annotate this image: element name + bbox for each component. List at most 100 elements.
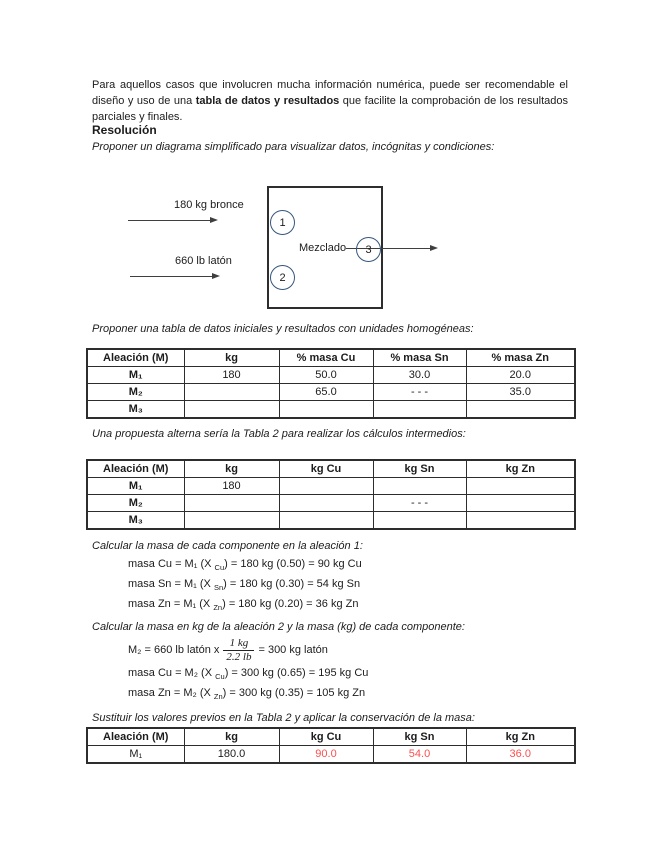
calc2-equations: masa Cu = M₂ (X Cu) = 300 kg (0.65) = 19… bbox=[128, 665, 368, 705]
table-cell: 65.0 bbox=[278, 383, 374, 401]
table-cell: M₂ bbox=[86, 494, 185, 512]
table-cell: 30.0 bbox=[372, 366, 467, 384]
equation-text: ) = 300 kg (0.65) = 195 kg Cu bbox=[224, 667, 369, 679]
input2-arrowhead-icon bbox=[212, 273, 220, 279]
table-cell-highlighted: 54.0 bbox=[372, 745, 467, 764]
equation-line: masa Cu = M₁ (X Cu) = 180 kg (0.50) = 90… bbox=[128, 556, 362, 576]
table-kg-intermediate: Aleación (M) kg kg Cu kg Sn kg Zn M₁ 180… bbox=[86, 459, 576, 530]
column-header: kg bbox=[183, 348, 280, 367]
table-cell bbox=[372, 511, 467, 530]
fraction-numerator: 1 kg bbox=[223, 637, 255, 651]
column-header: kg Zn bbox=[465, 727, 576, 746]
unit-fraction: 1 kg 2.2 lb bbox=[223, 637, 255, 664]
table-cell-highlighted: 90.0 bbox=[278, 745, 374, 764]
equation-line: masa Sn = M₁ (X Sn) = 180 kg (0.30) = 54… bbox=[128, 576, 362, 596]
equation-text: ) = 300 kg (0.35) = 105 kg Zn bbox=[222, 687, 366, 700]
table-cell bbox=[183, 494, 280, 512]
column-header: kg Cu bbox=[278, 459, 374, 478]
table-cell: 180.0 bbox=[183, 745, 280, 764]
table-cell bbox=[183, 511, 280, 530]
input2-arrow-line bbox=[130, 276, 213, 277]
table-cell bbox=[372, 477, 467, 495]
output-arrowhead-icon bbox=[430, 245, 438, 251]
equation-text: ) = 180 kg (0.20) = 36 kg Zn bbox=[222, 598, 359, 611]
table-cell: M₁ bbox=[86, 745, 185, 764]
equation-subscript: Cu bbox=[215, 672, 225, 682]
table-percent-mass: Aleación (M) kg % masa Cu % masa Sn % ma… bbox=[86, 348, 576, 419]
equation-line: masa Zn = M₁ (X Zn) = 180 kg (0.20) = 36… bbox=[128, 596, 362, 616]
equation-line: masa Zn = M₂ (X Zn) = 300 kg (0.35) = 10… bbox=[128, 685, 368, 705]
conversion-equation: M₂ = 660 lb latón x 1 kg 2.2 lb = 300 kg… bbox=[128, 634, 328, 666]
intro-text-2: que facilite la comprobación de los resu… bbox=[92, 95, 568, 123]
column-header: kg Sn bbox=[372, 727, 467, 746]
equation-text: masa Cu = M₂ (X bbox=[128, 667, 216, 679]
table-results: Aleación (M) kg kg Cu kg Sn kg Zn M₁ 180… bbox=[86, 727, 576, 764]
process-label: Mezclado bbox=[299, 242, 347, 254]
equation-text: masa Cu = M₁ (X bbox=[128, 558, 215, 570]
column-header: % masa Zn bbox=[465, 348, 576, 367]
table-cell: - - - bbox=[372, 494, 467, 512]
table-cell: M₃ bbox=[86, 400, 185, 419]
column-header: Aleación (M) bbox=[86, 727, 185, 746]
equation-subscript: Cu bbox=[214, 563, 225, 573]
table-cell: 35.0 bbox=[465, 383, 576, 401]
stream-node-3: 3 bbox=[356, 237, 381, 262]
table-cell: M₂ bbox=[86, 383, 185, 401]
input1-label: 180 kg bronce bbox=[174, 199, 244, 211]
equation-text: = 300 kg latón bbox=[258, 644, 328, 656]
column-header: % masa Cu bbox=[278, 348, 374, 367]
table-row: M₁ 180 50.0 30.0 20.0 bbox=[86, 366, 576, 384]
table-cell bbox=[278, 477, 374, 495]
table-cell: 50.0 bbox=[278, 366, 374, 384]
table-cell bbox=[465, 400, 576, 419]
calc1-equations: masa Cu = M₁ (X Cu) = 180 kg (0.50) = 90… bbox=[128, 556, 362, 617]
stream-node-1: 1 bbox=[270, 210, 295, 235]
intro-text-1: Para aquellos casos que involucren mucha… bbox=[92, 79, 568, 107]
column-header: Aleación (M) bbox=[86, 348, 185, 367]
table-cell bbox=[183, 400, 280, 419]
table-cell: 20.0 bbox=[465, 366, 576, 384]
table-row: M₂ - - - bbox=[86, 494, 576, 512]
equation-text: masa Zn = M₁ (X bbox=[128, 598, 214, 611]
column-header: kg Zn bbox=[465, 459, 576, 478]
table3-caption: Sustituir los valores previos en la Tabl… bbox=[92, 712, 475, 724]
equation-text: M₂ = 660 lb latón x bbox=[128, 644, 220, 656]
table-cell: M₁ bbox=[86, 366, 185, 384]
equation-line: masa Cu = M₂ (X Cu) = 300 kg (0.65) = 19… bbox=[128, 665, 368, 685]
table-header-row: Aleación (M) kg kg Cu kg Sn kg Zn bbox=[86, 459, 576, 478]
table-cell: M₁ bbox=[86, 477, 185, 495]
table-row: M₂ 65.0 - - - 35.0 bbox=[86, 383, 576, 401]
table-row: M₃ bbox=[86, 400, 576, 419]
table-cell bbox=[278, 511, 374, 530]
intro-bold-phrase: tabla de datos y resultados bbox=[195, 95, 340, 107]
fraction-denominator: 2.2 lb bbox=[226, 650, 252, 663]
table-header-row: Aleación (M) kg % masa Cu % masa Sn % ma… bbox=[86, 348, 576, 367]
table-row: M₁ 180.0 90.0 54.0 36.0 bbox=[86, 745, 576, 764]
table-cell bbox=[278, 400, 374, 419]
input2-label: 660 lb latón bbox=[175, 255, 232, 267]
calc2-caption: Calcular la masa en kg de la aleación 2 … bbox=[92, 621, 465, 633]
table-row: M₁ 180 bbox=[86, 477, 576, 495]
table1-caption: Proponer una tabla de datos iniciales y … bbox=[92, 323, 474, 335]
column-header: Aleación (M) bbox=[86, 459, 185, 478]
calc1-caption: Calcular la masa de cada componente en l… bbox=[92, 540, 363, 552]
table-cell bbox=[278, 494, 374, 512]
intro-paragraph: Para aquellos casos que involucren mucha… bbox=[92, 77, 568, 125]
equation-subscript: Zn bbox=[213, 692, 223, 702]
table-cell: - - - bbox=[372, 383, 467, 401]
table-cell bbox=[183, 383, 280, 401]
table-cell bbox=[465, 494, 576, 512]
equation-text: ) = 180 kg (0.30) = 54 kg Sn bbox=[223, 578, 361, 591]
equation-subscript: Zn bbox=[213, 603, 223, 613]
table-cell: 180 bbox=[183, 366, 280, 384]
stream-node-2: 2 bbox=[270, 265, 295, 290]
table2-caption: Una propuesta alterna sería la Tabla 2 p… bbox=[92, 428, 466, 440]
column-header: kg bbox=[183, 459, 280, 478]
equation-text: masa Zn = M₂ (X bbox=[128, 687, 214, 700]
table-cell-highlighted: 36.0 bbox=[465, 745, 576, 764]
table-cell: M₃ bbox=[86, 511, 185, 530]
column-header: % masa Sn bbox=[372, 348, 467, 367]
column-header: kg Sn bbox=[372, 459, 467, 478]
equation-text: ) = 180 kg (0.50) = 90 kg Cu bbox=[224, 558, 362, 570]
equation-subscript: Sn bbox=[213, 583, 224, 593]
